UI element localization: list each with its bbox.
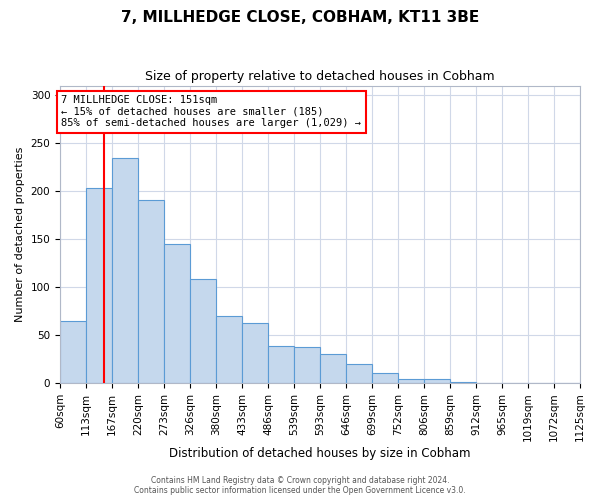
Bar (320, 354, 346, 383)
Bar (398, 379, 424, 383)
Text: 7 MILLHEDGE CLOSE: 151sqm
← 15% of detached houses are smaller (185)
85% of semi: 7 MILLHEDGE CLOSE: 151sqm ← 15% of detac… (61, 95, 361, 128)
Bar (138, 200, 164, 383)
Bar (268, 346, 294, 383)
Bar (190, 280, 216, 383)
Bar (242, 324, 268, 383)
Bar (450, 382, 476, 383)
Bar (164, 244, 190, 383)
Bar (86, 188, 112, 383)
Bar (294, 348, 320, 383)
Bar (424, 379, 450, 383)
Y-axis label: Number of detached properties: Number of detached properties (15, 146, 25, 322)
Text: 7, MILLHEDGE CLOSE, COBHAM, KT11 3BE: 7, MILLHEDGE CLOSE, COBHAM, KT11 3BE (121, 10, 479, 25)
Bar (372, 374, 398, 383)
X-axis label: Distribution of detached houses by size in Cobham: Distribution of detached houses by size … (169, 447, 471, 460)
Bar (60, 320, 86, 383)
Title: Size of property relative to detached houses in Cobham: Size of property relative to detached ho… (145, 70, 495, 83)
Bar (216, 316, 242, 383)
Bar (346, 364, 372, 383)
Text: Contains HM Land Registry data © Crown copyright and database right 2024.
Contai: Contains HM Land Registry data © Crown c… (134, 476, 466, 495)
Bar (112, 158, 138, 383)
